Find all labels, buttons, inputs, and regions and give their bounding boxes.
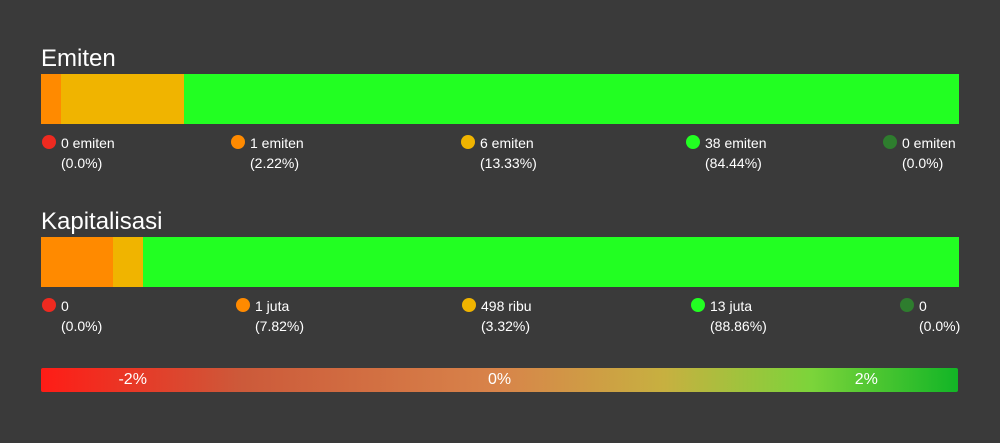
legend-percent-label: (7.82%) [255, 318, 305, 334]
legend-count-label: 13 juta [710, 298, 753, 314]
legend-dot-icon [883, 135, 897, 149]
bar-segment-green [183, 74, 959, 124]
legend-percent-label: (2.22%) [250, 155, 300, 171]
bar-segment-orange [41, 237, 113, 287]
legend-dot-icon [42, 298, 56, 312]
legend-dot-icon [461, 135, 475, 149]
legend-percent-label: (0.0%) [61, 155, 103, 171]
bar-segment-yellow [61, 74, 184, 124]
legend-dot-icon [236, 298, 250, 312]
legend-percent-label: (84.44%) [705, 155, 762, 171]
legend-count-label: 0 [61, 298, 69, 314]
legend-percent-label: (88.86%) [710, 318, 767, 334]
legend-count-label: 1 emiten [250, 135, 304, 151]
legend-count-label: 6 emiten [480, 135, 534, 151]
bar-segment-orange [41, 74, 62, 124]
legend-count-label: 38 emiten [705, 135, 767, 151]
emiten-legend: 0 emiten (0.0%) 1 emiten (2.22%) 6 emiten (13… [0, 134, 1000, 178]
scale-tick-label: 0% [487, 371, 512, 388]
legend-percent-label: (13.33%) [480, 155, 537, 171]
emiten-title: Emiten [41, 45, 116, 72]
legend-dot-icon [42, 135, 56, 149]
legend-count-label: 0 emiten [61, 135, 115, 151]
scale-tick-label: 2% [854, 371, 878, 388]
legend-count-label: 498 ribu [481, 298, 532, 314]
legend-dot-icon [900, 298, 914, 312]
legend-percent-label: (3.32%) [481, 318, 531, 334]
legend-count-label: 0 [919, 298, 927, 314]
kapitalisasi-stacked-bar [41, 237, 959, 287]
legend-percent-label: (0.0%) [919, 318, 961, 334]
emiten-stacked-bar [41, 74, 959, 124]
legend-dot-icon [231, 135, 245, 149]
legend-count-label: 0 emiten [902, 135, 956, 151]
scale-tick-label: -2% [118, 371, 147, 388]
color-scale-bar: -2% 0% 2% [41, 368, 958, 392]
legend-dot-icon [462, 298, 476, 312]
legend-dot-icon [691, 298, 705, 312]
bar-segment-green [143, 237, 959, 287]
legend-percent-label: (0.0%) [61, 318, 103, 334]
legend-dot-icon [686, 135, 700, 149]
kapitalisasi-title: Kapitalisasi [41, 208, 163, 235]
kapitalisasi-legend: 0 (0.0%) 1 juta (7.82%) 498 ribu (3.32%) 13 ju… [0, 297, 1000, 341]
bar-segment-yellow [112, 237, 144, 287]
legend-percent-label: (0.0%) [902, 155, 944, 171]
legend-count-label: 1 juta [255, 298, 290, 314]
